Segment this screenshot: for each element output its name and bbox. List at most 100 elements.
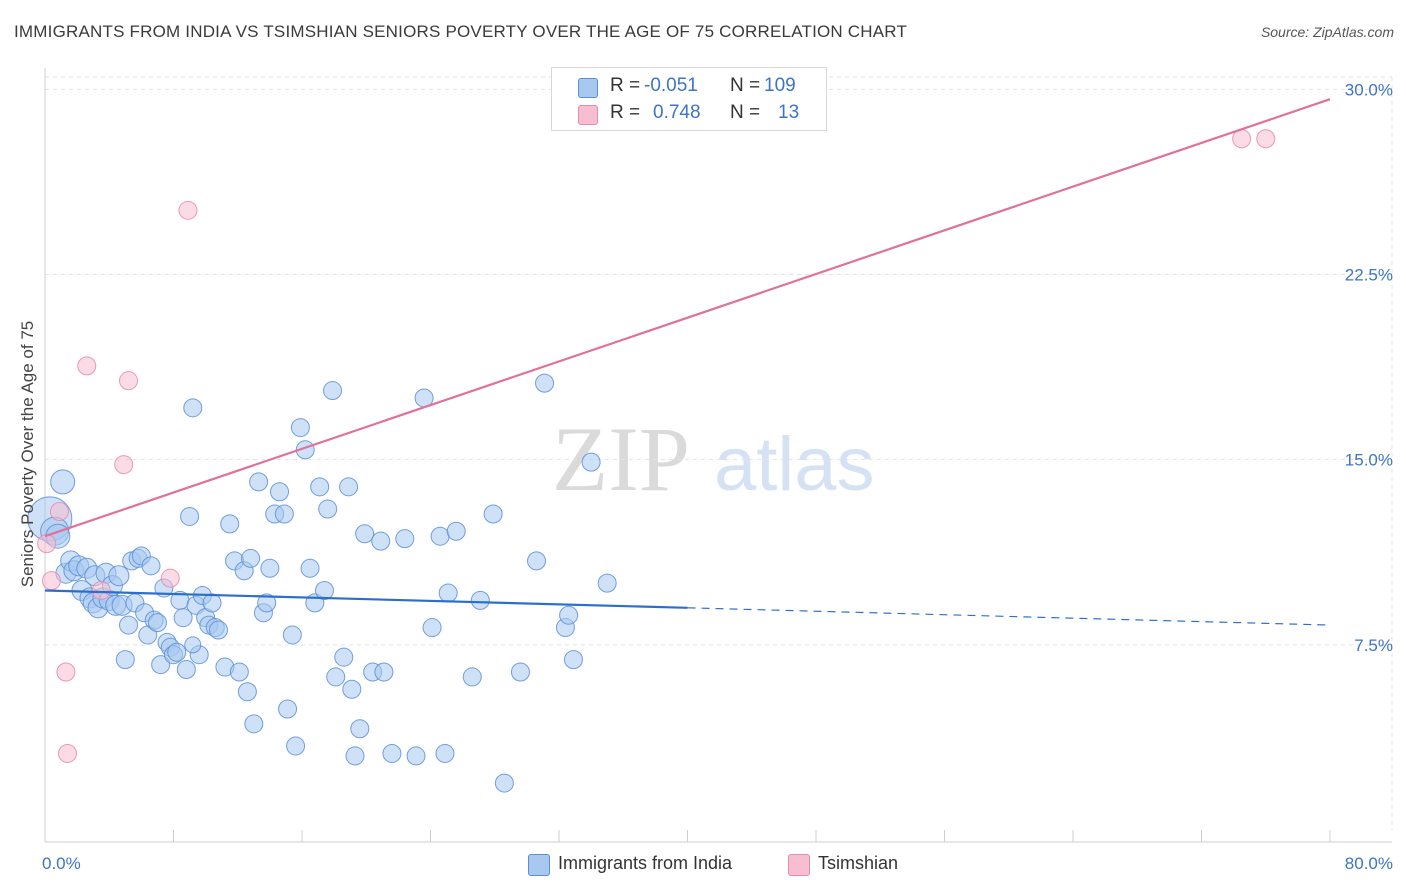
legend-n-label: N = bbox=[730, 102, 761, 123]
legend-n-value: 13 bbox=[778, 102, 800, 123]
data-point-india bbox=[274, 504, 294, 524]
data-point-india bbox=[108, 565, 130, 587]
chart-title: IMMIGRANTS FROM INDIA VS TSIMSHIAN SENIO… bbox=[14, 22, 908, 41]
trend-line-india-extension bbox=[687, 607, 1331, 626]
legend-swatch-india bbox=[578, 78, 598, 98]
data-point-india bbox=[208, 620, 228, 640]
legend-r-value: -0.051 bbox=[644, 75, 698, 96]
data-point-india bbox=[173, 608, 193, 628]
data-point-india bbox=[382, 743, 402, 763]
data-point-india bbox=[326, 667, 346, 687]
data-point-india bbox=[241, 548, 261, 568]
legend-n-label: N = bbox=[730, 75, 761, 96]
data-point-india bbox=[300, 558, 320, 578]
y-axis-label: Seniors Poverty Over the Age of 75 bbox=[18, 321, 37, 587]
data-point-india bbox=[286, 736, 306, 756]
data-point-india bbox=[270, 482, 290, 502]
data-point-india bbox=[119, 615, 139, 635]
data-point-india bbox=[244, 714, 264, 734]
data-point-india bbox=[350, 719, 370, 739]
bottom-legend-label-tsimshian: Tsimshian bbox=[818, 853, 899, 873]
data-point-india bbox=[115, 650, 135, 670]
data-point-india bbox=[535, 373, 555, 393]
data-point-india bbox=[180, 506, 200, 526]
source-label: Source: ZipAtlas.com bbox=[1260, 24, 1394, 40]
data-point-india bbox=[406, 746, 426, 766]
data-point-india bbox=[151, 655, 171, 675]
data-point-india bbox=[290, 418, 310, 438]
tick-labels: 7.5% 15.0% 22.5% 30.0% 0.0% 80.0% bbox=[42, 80, 1393, 873]
data-point-tsimshian bbox=[1256, 129, 1276, 149]
data-point-tsimshian bbox=[56, 662, 76, 682]
data-point-india bbox=[183, 398, 203, 418]
data-point-india bbox=[342, 679, 362, 699]
data-point-india bbox=[435, 743, 455, 763]
data-point-india bbox=[559, 605, 579, 625]
data-point-india bbox=[278, 699, 298, 719]
data-point-india bbox=[318, 499, 338, 519]
data-point-tsimshian bbox=[178, 200, 198, 220]
data-point-india bbox=[237, 682, 257, 702]
y-tick-label: 30.0% bbox=[1345, 80, 1393, 99]
data-point-india bbox=[282, 625, 302, 645]
data-point-india bbox=[446, 521, 466, 541]
data-point-india bbox=[597, 573, 617, 593]
data-point-tsimshian bbox=[37, 534, 57, 554]
legend-swatch-tsimshian bbox=[578, 105, 598, 125]
x-tick-label: 0.0% bbox=[42, 854, 81, 873]
data-point-india bbox=[176, 660, 196, 680]
bottom-legend-swatch-india bbox=[528, 854, 550, 876]
data-point-tsimshian bbox=[77, 356, 97, 376]
legend-r-label: R = bbox=[610, 75, 641, 96]
watermark-zip: ZIP bbox=[552, 408, 690, 510]
data-point-tsimshian bbox=[91, 581, 111, 601]
data-point-india bbox=[581, 452, 601, 472]
axes bbox=[44, 68, 1392, 843]
data-point-india bbox=[494, 773, 514, 793]
data-point-india bbox=[395, 529, 415, 549]
data-point-india bbox=[430, 526, 450, 546]
data-point-india bbox=[371, 531, 391, 551]
x-tick-label: 80.0% bbox=[1345, 854, 1393, 873]
data-point-tsimshian bbox=[160, 568, 180, 588]
data-point-india bbox=[527, 551, 547, 571]
data-point-india bbox=[422, 618, 442, 638]
data-point-india bbox=[229, 662, 249, 682]
y-tick-label: 22.5% bbox=[1345, 266, 1393, 285]
data-point-india bbox=[470, 590, 490, 610]
data-point-india bbox=[260, 558, 280, 578]
data-point-tsimshian bbox=[119, 371, 139, 391]
correlation-legend: R = -0.051 N = 109 R = 0.748 N = 13 bbox=[551, 67, 827, 131]
watermark-atlas: atlas bbox=[714, 422, 875, 507]
trend-line-tsimshian bbox=[44, 98, 1331, 538]
data-point-india bbox=[249, 472, 269, 492]
data-point-india bbox=[355, 524, 375, 544]
data-point-india bbox=[374, 662, 394, 682]
data-point-india bbox=[141, 556, 161, 576]
data-point-india bbox=[345, 746, 365, 766]
data-point-tsimshian bbox=[57, 743, 77, 763]
watermark: ZIP atlas bbox=[552, 408, 875, 510]
bottom-legend-swatch-tsimshian bbox=[788, 854, 810, 876]
data-point-tsimshian bbox=[114, 455, 134, 475]
data-point-india bbox=[314, 581, 334, 601]
data-point-india bbox=[510, 662, 530, 682]
data-point-india bbox=[483, 504, 503, 524]
data-point-india bbox=[50, 469, 76, 495]
trend-line-india bbox=[44, 589, 688, 609]
bottom-legend-label-india: Immigrants from India bbox=[558, 853, 733, 873]
data-point-india bbox=[323, 381, 343, 401]
data-point-india bbox=[202, 593, 222, 613]
data-point-india bbox=[334, 647, 354, 667]
data-point-tsimshian bbox=[49, 502, 69, 522]
points-layer bbox=[27, 129, 1276, 793]
legend-r-label: R = bbox=[610, 102, 641, 123]
data-point-india bbox=[147, 613, 167, 633]
data-point-india bbox=[438, 583, 458, 603]
data-point-india bbox=[167, 642, 187, 662]
legend-n-value: 109 bbox=[764, 75, 796, 96]
data-point-india bbox=[462, 667, 482, 687]
data-point-india bbox=[339, 477, 359, 497]
data-point-india bbox=[220, 514, 240, 534]
